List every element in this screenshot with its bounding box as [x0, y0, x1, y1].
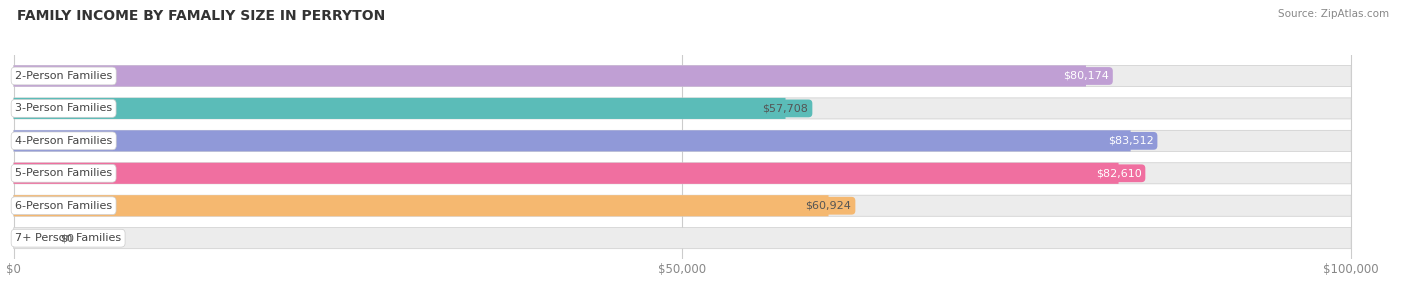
Text: FAMILY INCOME BY FAMALIY SIZE IN PERRYTON: FAMILY INCOME BY FAMALIY SIZE IN PERRYTO… — [17, 9, 385, 23]
Text: Source: ZipAtlas.com: Source: ZipAtlas.com — [1278, 9, 1389, 19]
Text: 7+ Person Families: 7+ Person Families — [15, 233, 121, 243]
Text: 6-Person Families: 6-Person Families — [15, 201, 112, 211]
Text: 2-Person Families: 2-Person Families — [15, 71, 112, 81]
FancyBboxPatch shape — [14, 195, 828, 216]
Text: $80,174: $80,174 — [1063, 71, 1109, 81]
FancyBboxPatch shape — [14, 98, 1351, 119]
FancyBboxPatch shape — [14, 195, 1351, 216]
FancyBboxPatch shape — [14, 228, 1351, 249]
Text: $57,708: $57,708 — [762, 103, 808, 113]
Text: $82,610: $82,610 — [1095, 168, 1142, 178]
FancyBboxPatch shape — [14, 98, 786, 119]
Text: $60,924: $60,924 — [806, 201, 852, 211]
FancyBboxPatch shape — [14, 163, 1351, 184]
Text: 3-Person Families: 3-Person Families — [15, 103, 112, 113]
FancyBboxPatch shape — [14, 66, 1351, 87]
FancyBboxPatch shape — [14, 130, 1351, 151]
Text: $83,512: $83,512 — [1108, 136, 1153, 146]
Text: $0: $0 — [60, 233, 75, 243]
FancyBboxPatch shape — [14, 130, 1130, 151]
Text: 4-Person Families: 4-Person Families — [15, 136, 112, 146]
FancyBboxPatch shape — [14, 66, 1085, 87]
Text: 5-Person Families: 5-Person Families — [15, 168, 112, 178]
FancyBboxPatch shape — [14, 163, 1119, 184]
